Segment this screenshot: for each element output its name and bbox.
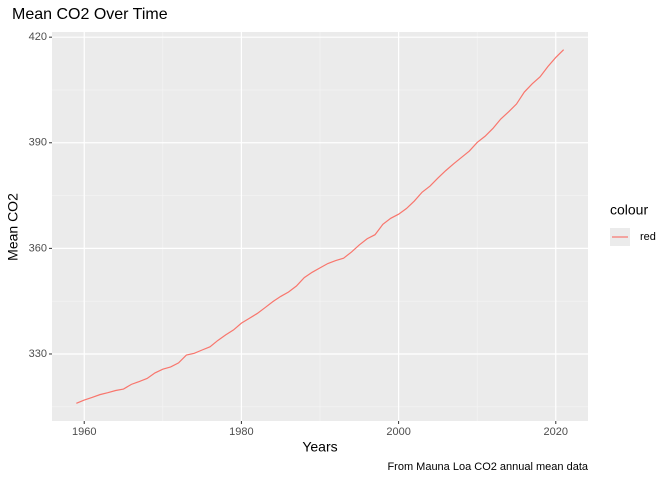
- x-tick-label: 2020: [544, 426, 568, 438]
- y-tick-label: 360: [29, 242, 47, 254]
- data-line: [76, 49, 565, 404]
- x-tick-label: 1980: [229, 426, 253, 438]
- grid: [52, 32, 588, 421]
- y-tick-label: 390: [29, 137, 47, 149]
- legend-label: red: [640, 231, 656, 243]
- y-tick-label: 330: [29, 348, 47, 360]
- y-tick-label: 420: [29, 31, 47, 43]
- legend-title: colour: [610, 202, 648, 218]
- chart-title: Mean CO2 Over Time: [12, 6, 168, 23]
- x-axis-label: Years: [302, 439, 337, 455]
- y-axis-label: Mean CO2: [5, 193, 21, 261]
- x-tick-label: 2000: [386, 426, 410, 438]
- caption: From Mauna Loa CO2 annual mean data: [387, 461, 588, 473]
- legend: colour red: [610, 202, 656, 246]
- plot: [76, 49, 565, 404]
- x-tick-label: 1960: [72, 426, 96, 438]
